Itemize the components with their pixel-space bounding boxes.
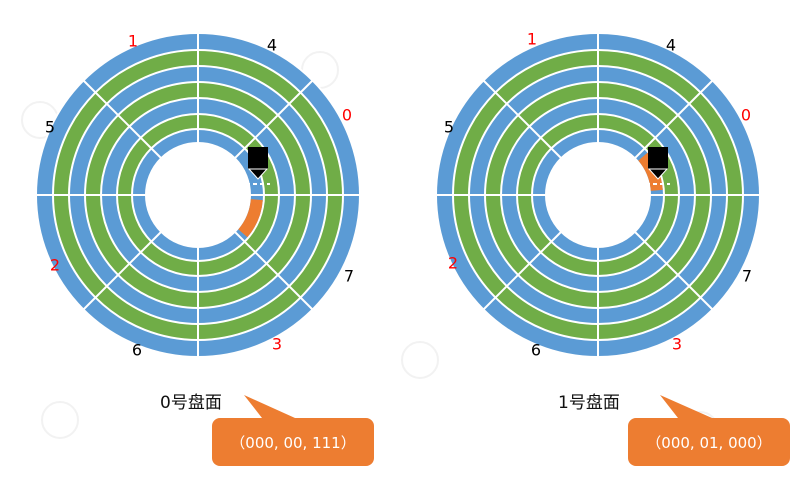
sector-divider xyxy=(634,231,714,311)
sector-label-0: 0 xyxy=(741,106,751,125)
sector-label-2: 2 xyxy=(448,254,458,273)
sector-label-5: 5 xyxy=(444,118,454,137)
callout-bubble-1 xyxy=(628,395,790,466)
surface-label-1: 1号盘面 xyxy=(558,393,620,413)
callout-box xyxy=(628,418,790,466)
sector-label-0: 0 xyxy=(342,106,352,125)
sector-label-2: 2 xyxy=(50,256,60,275)
sector-label-4: 4 xyxy=(267,36,277,55)
spindle-hole xyxy=(146,143,250,247)
head-arrow xyxy=(247,168,269,180)
sector-divider xyxy=(234,231,314,311)
callout-box xyxy=(212,418,374,466)
platter-0: 1 4 0 5 2 7 6 3 xyxy=(35,32,361,360)
callout-tail xyxy=(244,395,295,418)
head-body xyxy=(648,147,668,169)
sector-label-4: 4 xyxy=(666,36,676,55)
sector-label-3: 3 xyxy=(672,335,682,354)
watermark-mark xyxy=(401,341,439,379)
watermark-mark xyxy=(41,401,79,439)
sector-label-1: 1 xyxy=(128,32,138,51)
platter-1: 1 4 0 5 2 7 6 3 xyxy=(435,30,761,360)
head-arrow xyxy=(647,168,669,180)
read-write-head-icon xyxy=(646,147,670,185)
sector-divider xyxy=(82,231,162,311)
spindle-hole xyxy=(546,143,650,247)
surface-label-0: 0号盘面 xyxy=(160,393,222,413)
callout-tail xyxy=(660,395,712,418)
sector-label-3: 3 xyxy=(272,335,282,354)
sector-label-6: 6 xyxy=(132,341,142,360)
highlighted-sector xyxy=(238,199,263,238)
sector-label-7: 7 xyxy=(742,267,752,286)
sector-divider xyxy=(482,79,562,159)
sector-divider xyxy=(482,231,562,311)
sector-label-5: 5 xyxy=(45,118,55,137)
sector-divider xyxy=(634,79,714,159)
head-body xyxy=(248,147,268,169)
sector-divider xyxy=(234,79,314,159)
sector-label-6: 6 xyxy=(531,341,541,360)
callout-bubble-0 xyxy=(212,395,374,466)
sector-label-1: 1 xyxy=(527,30,537,49)
highlighted-sector xyxy=(638,152,663,191)
read-write-head-icon xyxy=(246,147,270,185)
sector-label-7: 7 xyxy=(344,267,354,286)
sector-divider xyxy=(82,79,162,159)
